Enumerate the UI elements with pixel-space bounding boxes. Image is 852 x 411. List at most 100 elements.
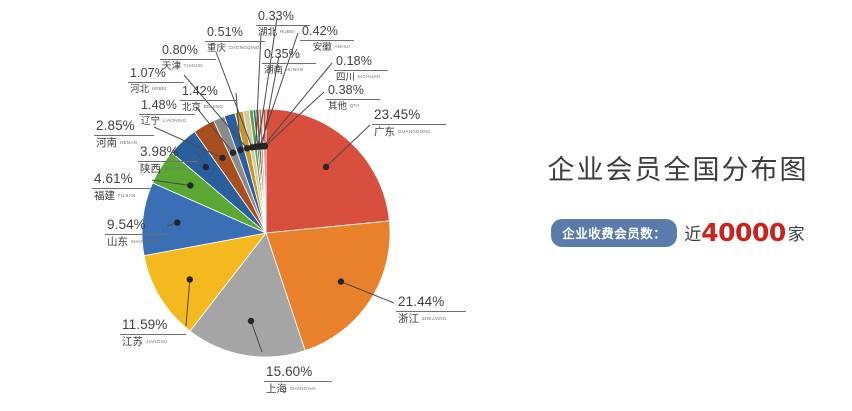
leader-line [183, 74, 248, 149]
callout-percent: 0.38% [328, 83, 364, 97]
pie-chart-svg [141, 17, 395, 358]
callout-region-en: ANHUI [334, 43, 350, 49]
leader-dot [174, 219, 181, 226]
callout-percent: 4.61% [94, 171, 133, 186]
callout-percent: 11.59% [122, 317, 168, 332]
status-badge: 企业收费会员数： [551, 218, 678, 247]
pie-slice[interactable] [265, 108, 390, 234]
callout-tianjin: 0.80% 天津 TIANJIN [160, 44, 216, 71]
pie-slice[interactable] [265, 220, 391, 352]
leader-dot [237, 146, 244, 154]
callout-guangdong: 23.45% 广东 GUANGDONG [372, 108, 446, 137]
callout-region: 广东 GUANGDONG [374, 125, 431, 138]
leader-line [255, 33, 262, 147]
callout-region: 四川 SICHUAN [336, 71, 381, 83]
callout-region: 其他 QTA [328, 100, 360, 112]
callout-rule [128, 81, 184, 83]
callout-percent: 9.54% [107, 217, 146, 232]
callout-rule [205, 40, 265, 42]
callout-region: 河北 HEBEI [130, 83, 167, 95]
callout-rule [92, 187, 152, 189]
callout-region: 湖北 HUBEI [258, 26, 295, 38]
callout-rule [160, 58, 216, 60]
callout-region-en: HENAN [119, 139, 138, 145]
right-text-panel: 企业会员全国分布图 企业收费会员数： 近40000 家 [500, 0, 852, 411]
callout-region-en: TIANJIN [183, 62, 203, 68]
callout-beijing: 1.42% 北京 BEIJING [180, 85, 236, 112]
callout-rule [139, 113, 195, 115]
callout-percent: 2.85% [96, 118, 135, 133]
unit-label: 家 [787, 225, 805, 245]
pie-slice[interactable] [143, 232, 267, 332]
callout-region: 陕西 SHAANXI [140, 162, 186, 175]
leader-line [340, 281, 395, 304]
leader-dot [337, 278, 345, 285]
callout-region-en: ZHEJIANG [421, 315, 447, 321]
leader-dot [261, 143, 269, 150]
callout-region: 辽宁 LIAONING [141, 115, 187, 127]
leader-line [153, 126, 223, 159]
callout-hubei: 0.33% 湖北 HUBEI [256, 10, 310, 37]
callout-region-en: HUBEI [279, 28, 295, 34]
pie-slice[interactable] [141, 182, 268, 257]
callout-rule [300, 39, 354, 41]
near-label: 近 [684, 225, 702, 245]
callout-region: 江苏 JIANGSU [122, 335, 168, 348]
callout-other: 0.38% 其他 QTA [326, 84, 380, 111]
leader-dots-group [174, 143, 345, 325]
leader-line [263, 62, 333, 147]
callout-jiangsu: 11.59% 江苏 JIANGSU [120, 318, 186, 347]
callout-rule [105, 233, 167, 235]
callout-rule [264, 380, 332, 382]
callout-rule [326, 98, 380, 100]
leader-lines-group [151, 17, 395, 353]
callout-region-en: HEBEI [151, 85, 167, 91]
callout-rule [256, 24, 310, 26]
callout-shaanxi: 3.98% 陕西 SHAANXI [138, 145, 198, 174]
callout-region-en: LIAONING [162, 117, 187, 123]
callout-region: 山东 SHANDONG [107, 235, 160, 248]
callout-rule [120, 333, 186, 335]
leader-line [261, 55, 280, 147]
callout-anhui: 0.42% 安徽 ANHUI [300, 25, 354, 52]
callout-region: 福建 FUJIAN [94, 189, 136, 202]
callout-percent: 0.80% [162, 43, 198, 57]
callout-percent: 0.18% [336, 54, 372, 68]
callout-region-en: BEIJING [203, 103, 224, 109]
callout-region-en: SHANDONG [130, 238, 160, 244]
callout-region-en: GUANGDONG [397, 128, 431, 134]
leader-line [250, 320, 263, 353]
callout-rule [180, 99, 236, 101]
callout-region-en: CHONGQING [228, 44, 260, 50]
callout-fujian: 4.61% 福建 FUJIAN [92, 172, 152, 201]
pie-slice[interactable] [189, 232, 306, 358]
pie-chart-area: 23.45% 广东 GUANGDONG 21.44% 浙江 ZHEJIANG 1… [92, 10, 466, 394]
callout-rule [94, 134, 154, 136]
callout-henan: 2.85% 河南 HENAN [94, 119, 154, 148]
callout-region: 湖南 HUNAN [264, 64, 304, 76]
leader-line [257, 17, 278, 147]
callout-sichuan: 0.18% 四川 SICHUAN [334, 55, 388, 82]
callout-region-en: JIANGSU [145, 338, 168, 344]
leader-dot [247, 317, 255, 325]
page-title: 企业会员全国分布图 [547, 155, 809, 186]
leader-line [259, 32, 299, 147]
callout-liaoning: 1.48% 辽宁 LIAONING [139, 99, 195, 126]
callout-region: 河南 HENAN [96, 136, 138, 149]
callout-region: 北京 BEIJING [182, 101, 224, 113]
leader-line [185, 279, 191, 327]
callout-percent: 0.51% [207, 25, 243, 39]
callout-percent: 23.45% [374, 107, 421, 122]
member-count-value: 40000 [701, 218, 786, 247]
leader-dot [186, 276, 193, 283]
callout-percent: 1.42% [182, 84, 218, 98]
callout-chongqing: 0.51% 重庆 CHONGQING [205, 26, 265, 53]
leader-line [325, 124, 371, 168]
callout-region: 浙江 ZHEJIANG [398, 312, 447, 325]
leader-dot [322, 163, 330, 171]
leader-dot [202, 163, 209, 171]
callout-rule [262, 62, 316, 64]
callout-percent: 3.98% [140, 144, 179, 159]
callout-percent: 0.35% [264, 47, 300, 61]
